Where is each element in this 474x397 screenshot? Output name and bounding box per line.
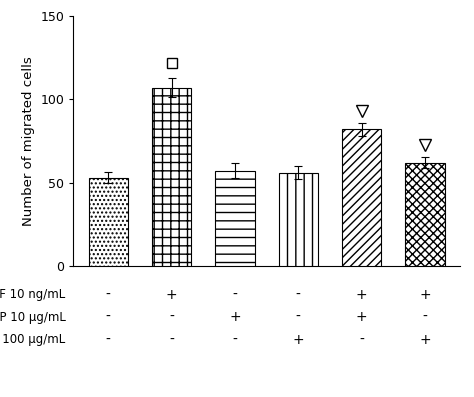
Text: +: + [419, 288, 431, 302]
Bar [279, 173, 318, 266]
Text: -: - [106, 288, 111, 302]
Text: -: - [106, 310, 111, 324]
Text: -: - [296, 310, 301, 324]
Bar [405, 163, 445, 266]
Text: -: - [169, 310, 174, 324]
Bar [152, 88, 191, 266]
Text: -: - [296, 288, 301, 302]
Text: -: - [422, 310, 428, 324]
Text: GSPP 10 μg/mL: GSPP 10 μg/mL [0, 311, 66, 324]
Text: -: - [106, 333, 111, 347]
Text: +: + [292, 333, 304, 347]
Text: -: - [233, 288, 237, 302]
Text: -: - [359, 333, 364, 347]
Bar [342, 129, 381, 266]
Text: +: + [356, 310, 367, 324]
Y-axis label: Number of migrated cells: Number of migrated cells [22, 56, 35, 226]
Text: +: + [419, 333, 431, 347]
Text: bFGF 10 ng/mL: bFGF 10 ng/mL [0, 288, 66, 301]
Text: +: + [166, 288, 177, 302]
Bar [89, 177, 128, 266]
Text: +: + [356, 288, 367, 302]
Text: -: - [169, 333, 174, 347]
Bar [215, 171, 255, 266]
Text: +: + [229, 310, 241, 324]
Text: -: - [233, 333, 237, 347]
Text: GSPP 100 μg/mL: GSPP 100 μg/mL [0, 333, 66, 346]
